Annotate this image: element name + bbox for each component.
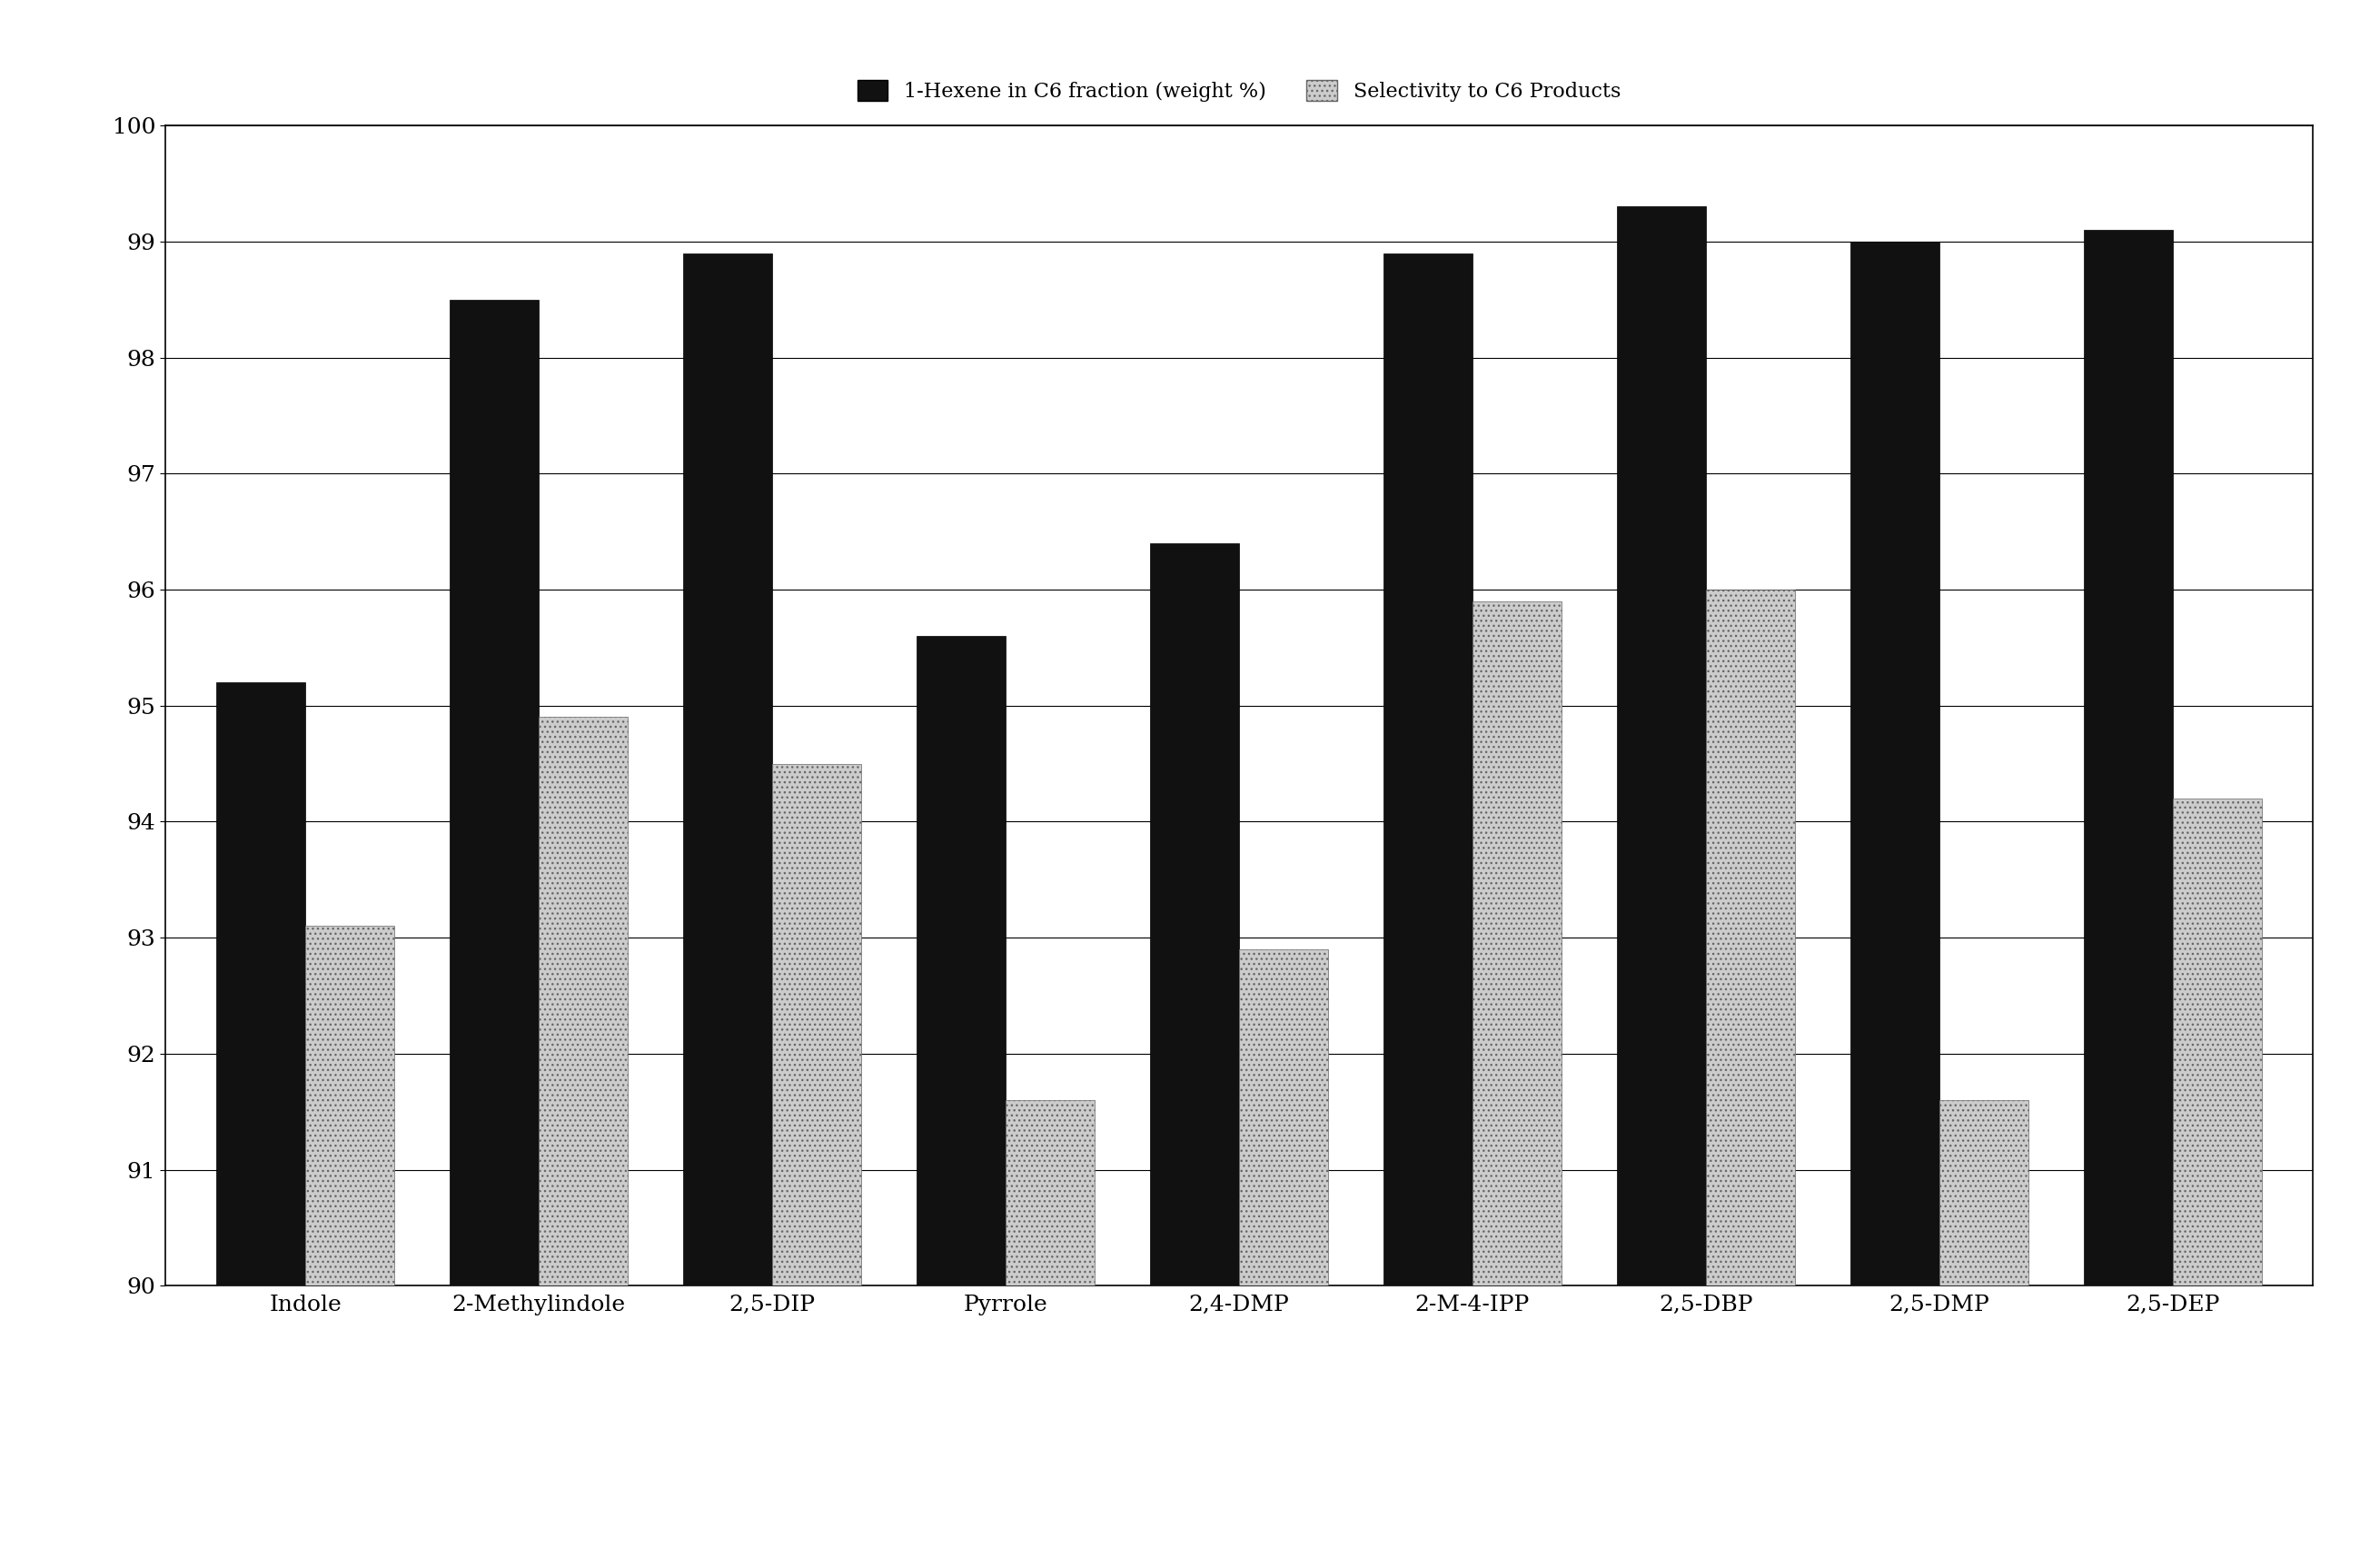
Bar — [772, 764, 861, 1286]
Bar — [304, 927, 394, 1286]
Bar — [2174, 798, 2261, 1286]
Bar — [1149, 543, 1239, 1286]
Bar — [1383, 252, 1473, 1286]
Bar — [1005, 1101, 1095, 1286]
Bar — [1617, 207, 1706, 1286]
Bar — [2084, 230, 2174, 1286]
Bar — [1706, 590, 1794, 1286]
Bar — [1239, 949, 1329, 1286]
Bar — [217, 682, 304, 1286]
Bar — [451, 299, 538, 1286]
Bar — [1850, 241, 1940, 1286]
Bar — [1940, 1101, 2027, 1286]
Legend: 1-Hexene in C6 fraction (weight %), Selectivity to C6 Products: 1-Hexene in C6 fraction (weight %), Sele… — [850, 72, 1628, 110]
Bar — [916, 637, 1005, 1286]
Bar — [538, 717, 628, 1286]
Bar — [1473, 601, 1560, 1286]
Bar — [684, 252, 772, 1286]
